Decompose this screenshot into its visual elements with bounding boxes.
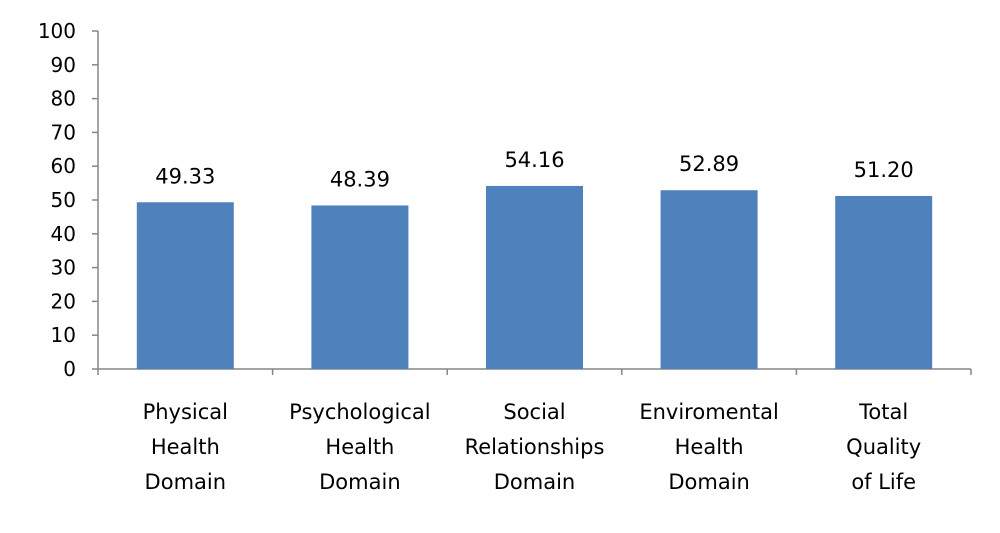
data-label: 51.20 [854, 158, 914, 182]
x-axis [97, 368, 972, 375]
category-label: Quality [846, 435, 921, 459]
bar [660, 190, 758, 369]
category-label: Domain [668, 470, 750, 494]
category-label: Health [151, 435, 220, 459]
y-axis: 0 10 20 30 40 50 60 70 80 90 100 [38, 19, 99, 381]
category-label: Domain [319, 470, 401, 494]
category-label: Domain [145, 470, 227, 494]
y-tick-label: 80 [51, 87, 76, 111]
data-label: 49.33 [155, 164, 215, 188]
y-tick-label: 70 [51, 120, 76, 144]
category-label: Enviromental [639, 400, 778, 424]
category-label: Health [325, 435, 394, 459]
y-tick-label: 0 [63, 357, 76, 381]
category-label: Health [675, 435, 744, 459]
category-label: of Life [851, 470, 916, 494]
y-tick-label: 10 [51, 323, 76, 347]
y-tick-label: 60 [51, 154, 76, 178]
category-label: Social [503, 400, 565, 424]
y-tick-label: 100 [38, 19, 76, 43]
y-tick-label: 30 [51, 256, 76, 280]
category-label: Relationships [465, 435, 605, 459]
y-tick-label: 90 [51, 53, 76, 77]
bar [486, 185, 583, 369]
data-label: 52.89 [679, 152, 739, 176]
data-label: 54.16 [504, 148, 564, 172]
bar [136, 202, 234, 369]
data-labels: 49.33 48.39 54.16 52.89 51.20 [155, 148, 914, 192]
data-label: 48.39 [330, 167, 390, 191]
bar [835, 195, 933, 369]
category-label: Domain [494, 470, 576, 494]
y-tick-label: 20 [51, 289, 76, 313]
category-label: Physical [143, 400, 228, 424]
category-label: Psychological [289, 400, 430, 424]
bar [311, 205, 409, 369]
bars [136, 185, 933, 369]
category-labels: Physical Health Domain Psychological Health D… [143, 400, 922, 494]
category-label: Total [858, 400, 908, 424]
y-tick-label: 50 [51, 188, 76, 212]
y-tick-label: 40 [51, 222, 76, 246]
